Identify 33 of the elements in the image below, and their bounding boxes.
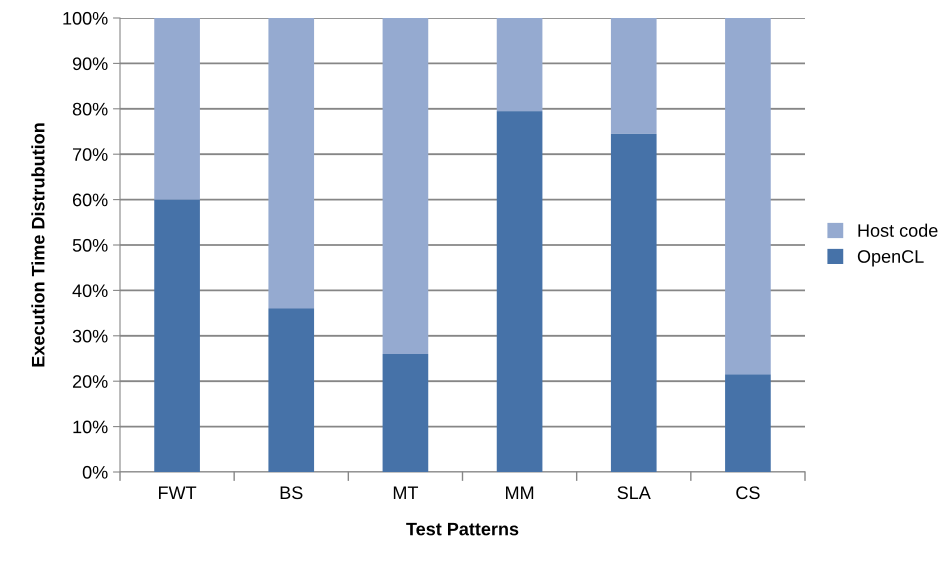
y-tick-label: 30% [72, 330, 108, 343]
bar [610, 134, 657, 472]
x-axis-title: Test Patterns [406, 522, 518, 536]
y-tick-label: 60% [72, 194, 108, 206]
y-tick-label: 10% [73, 420, 108, 434]
legend-label: Host code [858, 224, 938, 237]
y-tick-label: 100% [63, 12, 108, 25]
y-tick-label: 40% [72, 284, 108, 298]
bar [154, 18, 200, 200]
bar [154, 200, 200, 472]
bar [268, 308, 314, 472]
bar [725, 18, 771, 374]
y-tick-label: 0% [82, 466, 108, 479]
y-tick-label: 20% [72, 375, 108, 388]
x-tick-label: MT [394, 486, 418, 499]
bar [382, 18, 428, 354]
legend-label: OpenCL [858, 250, 924, 266]
y-tick-label: 70% [72, 148, 108, 161]
y-tick-label: 50% [72, 238, 108, 252]
x-tick-label: SLA [618, 486, 651, 500]
y-tick-label: 80% [72, 102, 108, 116]
y-axis-title: Execution Time Distrubution [31, 123, 45, 367]
x-tick-label: MM [506, 486, 534, 499]
bar [496, 111, 542, 472]
x-tick-label: FWT [159, 486, 196, 499]
bar [610, 18, 657, 134]
bar [496, 18, 542, 112]
bar [268, 18, 314, 309]
x-tick-label: BS [280, 486, 302, 500]
bar [382, 354, 428, 472]
y-tick-label: 90% [72, 57, 108, 70]
bar [725, 374, 771, 472]
x-tick-label: CS [736, 486, 760, 500]
